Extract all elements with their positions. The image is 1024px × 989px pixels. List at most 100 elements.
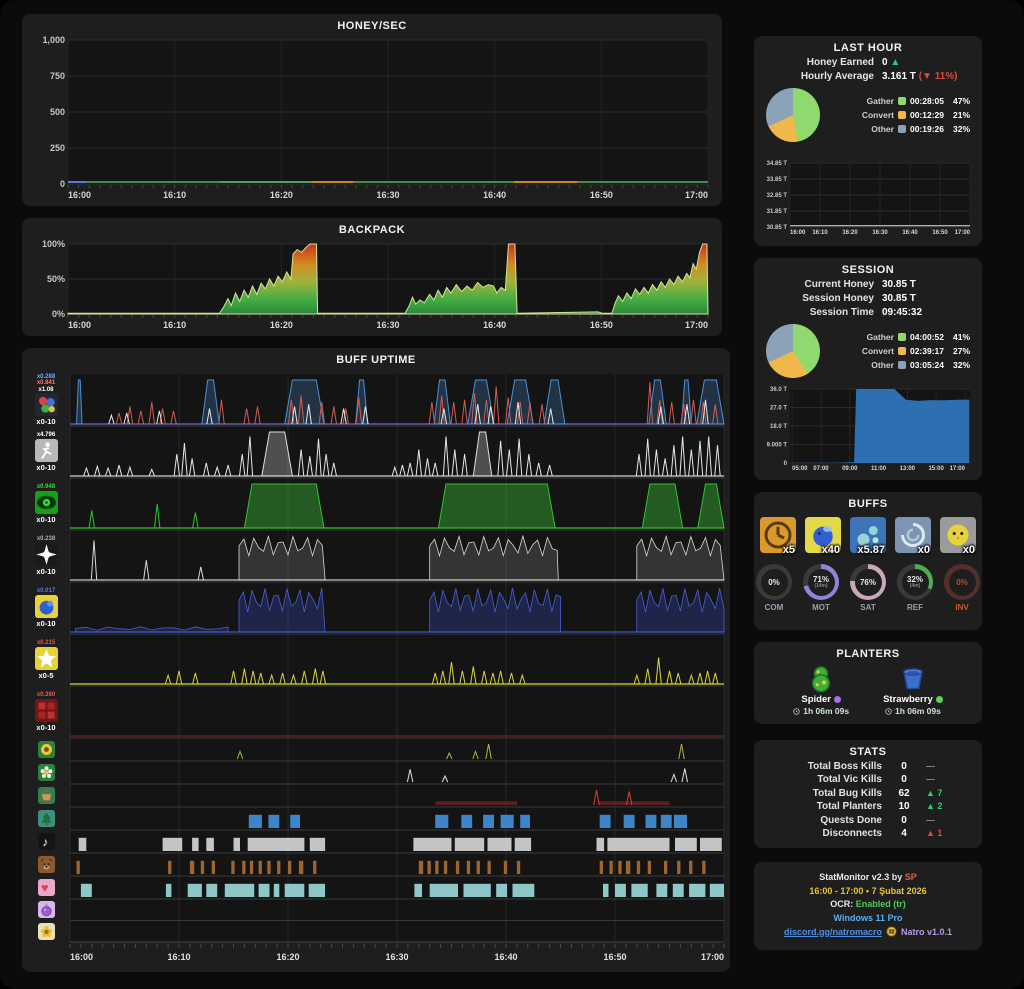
pine-field-icon	[24, 807, 68, 830]
other-swatch	[897, 361, 906, 369]
svg-text:17:00: 17:00	[950, 466, 966, 472]
svg-text:750: 750	[50, 71, 65, 81]
planter-list: Spider 1h 06m 09s Strawberry 1h 06m 09s	[754, 663, 982, 716]
legend-row-convert: Convert 00:12:29 21%	[861, 110, 970, 120]
legend-row-convert: Convert 02:39:17 27%	[861, 346, 970, 356]
svg-text:16:00: 16:00	[68, 190, 91, 200]
honey-earned-label: Honey Earned	[806, 57, 874, 68]
stat-row: Total Planters 10 ▲ 2	[754, 801, 982, 812]
bubbles-icon: x5.87	[850, 517, 886, 556]
honey-per-sec-chart: 1,000 750 500 250 0 16:00 16:10 16:20 16:30 16:40…	[30, 35, 714, 200]
bear-morph-icon	[24, 853, 68, 876]
strawberry-planter-icon	[902, 668, 923, 690]
buffs-panel: BUFFS x5 x40 x5.87 x0 x0 0% COM 71% (14m) M…	[754, 492, 982, 630]
legend-row-other: Other 03:05:24 32%	[871, 360, 970, 370]
panel-title-planters: PLANTERS	[836, 648, 900, 660]
svg-text:9.000 T: 9.000 T	[767, 443, 788, 449]
svg-text:16:10: 16:10	[812, 230, 828, 236]
legend-row-gather: Gather 00:28:05 47%	[866, 96, 970, 106]
svg-text:16:20: 16:20	[276, 952, 299, 962]
svg-text:16:40: 16:40	[902, 230, 918, 236]
gather-swatch	[897, 97, 906, 105]
haste-icon: x4.796 x0-10	[34, 432, 58, 472]
honey-earned-row: Honey Earned 0 ▲	[754, 57, 982, 68]
svg-text:05:00: 05:00	[792, 466, 808, 472]
pop-star-icon: x0.238 x0-10	[34, 536, 58, 576]
ring-ref: 32% (4m) REF	[897, 564, 933, 612]
legend-row-other: Other 00:19:26 32%	[871, 124, 970, 134]
svg-text:31.85 T: 31.85 T	[767, 209, 788, 215]
svg-text:16:40: 16:40	[483, 320, 506, 330]
svg-text:27.0 T: 27.0 T	[770, 406, 787, 412]
session-panel: SESSION Current Honey 30.85 T Session Hon…	[754, 258, 982, 480]
stat-delta: —	[926, 814, 935, 825]
svg-text:16:10: 16:10	[163, 320, 186, 330]
panel-title-buff-uptime: BUFF UPTIME	[336, 354, 416, 366]
gather-swatch	[897, 333, 906, 341]
svg-text:17:00: 17:00	[685, 190, 708, 200]
stats-panel: STATS Total Boss Kills 0— Total Vic Kills…	[754, 740, 982, 848]
svg-text:33.85 T: 33.85 T	[767, 177, 788, 183]
haste-clock-icon: x5	[760, 517, 796, 556]
panel-title-stats: STATS	[849, 746, 887, 758]
os-version: Windows 11 Pro	[833, 912, 903, 923]
app-version: StatMonitor v2.3 by SP	[819, 872, 917, 882]
ocr-status: OCR: Enabled (tr)	[830, 899, 906, 909]
honey-earned-value: 0 ▲	[882, 57, 901, 68]
svg-text:16:30: 16:30	[376, 190, 399, 200]
last-hour-panel: LAST HOUR Honey Earned 0 ▲ Hourly Averag…	[754, 36, 982, 246]
hourly-average-value: 3.161 T (▼ 11%)	[882, 71, 958, 82]
svg-text:500: 500	[50, 107, 65, 117]
guiding-star-icon: x0.215 x0-5	[24, 634, 68, 686]
svg-text:16:00: 16:00	[70, 952, 93, 962]
backpack-chart: 100% 50% 0% 16:00 16:10 16:20 16:30 16:40 16:50 1…	[30, 239, 714, 330]
timer-icon	[793, 707, 800, 715]
svg-text:16:20: 16:20	[842, 230, 858, 236]
panel-title-session: SESSION	[841, 264, 895, 276]
svg-text:16:00: 16:00	[790, 230, 806, 236]
svg-text:16:50: 16:50	[590, 320, 613, 330]
planter-spider: Spider 1h 06m 09s	[793, 663, 849, 716]
stat-delta: ▲ 7	[926, 787, 943, 798]
svg-text:0%: 0%	[52, 309, 65, 319]
buff-tiles: x5 x40 x5.87 x0 x0	[754, 517, 982, 556]
ring-mot: 71% (14m) MOT	[803, 564, 839, 612]
svg-text:♪: ♪	[42, 835, 48, 849]
stat-delta: —	[926, 760, 935, 771]
stat-row: Total Bug Kills 62 ▲ 7	[754, 788, 982, 799]
svg-text:16:10: 16:10	[163, 190, 186, 200]
balloon-aura-icon: x0.288 x0.841 x1.08 x0-10	[34, 373, 58, 427]
session-mini-chart: 36.0 T 27.0 T 18.0 T 9.000 T 0 05:00 07:00 09:0…	[760, 386, 976, 472]
panel-title-last-hour: LAST HOUR	[833, 42, 903, 54]
stat-row: Total Boss Kills 0—	[754, 761, 982, 772]
svg-text:34.85 T: 34.85 T	[767, 161, 788, 167]
svg-text:32.85 T: 32.85 T	[767, 193, 788, 199]
svg-text:0: 0	[784, 461, 788, 467]
legend-row-gather: Gather 04:00:52 41%	[866, 332, 970, 342]
natro-version: Natro v1.0.1	[900, 926, 953, 937]
hourly-average-label: Hourly Average	[800, 71, 874, 82]
current-honey-row: Current Honey 30.85 T	[804, 279, 916, 290]
svg-text:0: 0	[60, 179, 65, 189]
footer-info-panel: StatMonitor v2.3 by SP 16:00 - 17:00 • 7…	[754, 862, 982, 950]
discord-link[interactable]: discord.gg/natromacro	[783, 926, 882, 937]
svg-text:18.0 T: 18.0 T	[770, 424, 787, 430]
svg-text:11:00: 11:00	[871, 466, 887, 472]
svg-text:16:50: 16:50	[590, 190, 613, 200]
red-boost-icon: x0.380 x0-10	[34, 692, 58, 732]
svg-text:♥: ♥	[40, 880, 48, 895]
svg-text:16:50: 16:50	[932, 230, 948, 236]
blue-boost-icon: x0.017 x0-10	[34, 588, 58, 628]
convert-swatch	[897, 347, 906, 355]
svg-text:17:00: 17:00	[955, 230, 971, 236]
time-range-date: 16:00 - 17:00 • 7 Şubat 2026	[809, 885, 927, 896]
buff-uptime-panel: BUFF UPTIME x0.288 x0.841 x1.08 x0-10 x4.796…	[22, 348, 730, 972]
last-hour-mini-chart: 34.85 T 33.85 T 32.85 T 31.85 T 30.85 T 16:00…	[760, 160, 976, 236]
planter-name: Spider	[801, 694, 841, 705]
ring-com: 0% COM	[756, 564, 792, 612]
svg-text:17:00: 17:00	[685, 320, 708, 330]
chick-icon: x0	[940, 517, 976, 556]
svg-text:50%: 50%	[47, 274, 65, 284]
convert-swatch	[897, 111, 906, 119]
